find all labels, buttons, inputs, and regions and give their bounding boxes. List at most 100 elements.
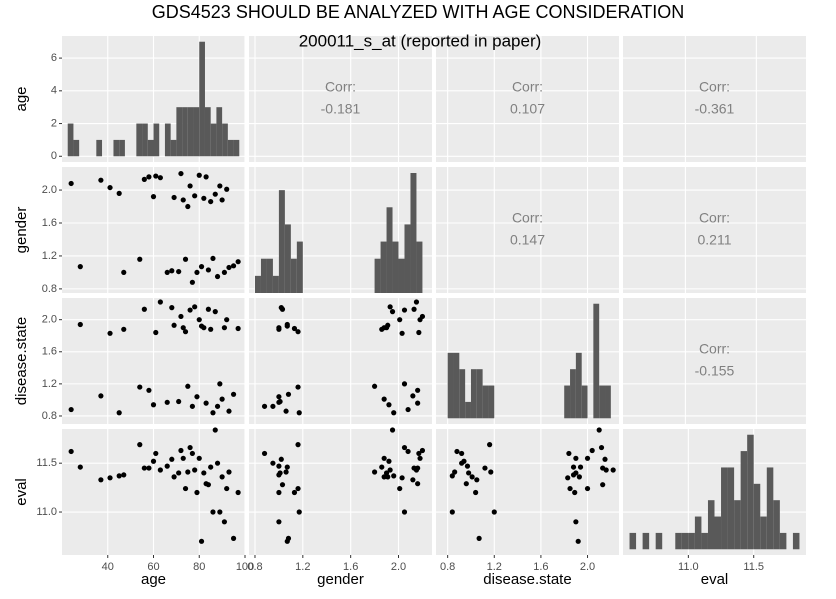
scatter-point (176, 268, 182, 275)
scatter-point (210, 509, 216, 515)
scatter-point (410, 393, 416, 399)
scatter-point (203, 174, 209, 180)
corr-label: Corr: (512, 210, 543, 226)
histogram-bar (296, 241, 303, 293)
scatter-point (224, 485, 230, 492)
panels: Corr: -0.181 Corr: 0.107 Corr: -0.361 Corr: 0.1… (13, 36, 806, 588)
x-tick-label: 11.5 (743, 561, 764, 573)
histogram-bar (681, 532, 689, 550)
scatter-point (194, 269, 200, 276)
scatter-point (107, 184, 113, 191)
scatter-point (276, 394, 282, 400)
scatter-point (283, 469, 289, 475)
x-tick-label: 1.6 (343, 561, 358, 573)
scatter-point (205, 306, 211, 312)
scatter-point (603, 467, 609, 473)
scatter-point (397, 485, 403, 492)
corr-label: Corr: (699, 341, 730, 357)
scatter-point (116, 190, 122, 196)
scatter-point (469, 474, 475, 480)
panel-background (623, 298, 806, 424)
histogram-bar (675, 532, 682, 550)
scatter-point (276, 489, 282, 496)
scatter-point (98, 393, 104, 399)
histogram-bar (642, 532, 650, 550)
histogram-bar (272, 275, 279, 293)
scatter-point (452, 469, 458, 475)
panel: Corr: -0.181 (249, 36, 432, 162)
scatter-point (379, 326, 385, 332)
y-tick-label: 1.2 (42, 250, 57, 262)
y-tick-label: 1.2 (42, 378, 57, 390)
scatter-point (185, 203, 191, 210)
scatter-point (189, 450, 195, 457)
scatter-point (576, 474, 582, 480)
scatter-point (137, 256, 143, 262)
x-tick-label: 1.2 (295, 561, 310, 573)
histogram-bar (482, 385, 489, 419)
scatter-point (371, 469, 378, 475)
scatter-point (276, 519, 282, 525)
histogram-bar (136, 123, 143, 157)
scatter-point (385, 474, 391, 480)
scatter-point (153, 173, 159, 179)
scatter-point (169, 268, 175, 274)
scatter-point (210, 410, 216, 416)
panel-background (249, 36, 432, 162)
histogram-bar (176, 107, 183, 157)
scatter-point (219, 396, 225, 402)
scatter-point (185, 469, 191, 475)
scatter-point (212, 427, 218, 433)
histogram-bar (465, 401, 471, 419)
scatter-point (141, 465, 147, 471)
scatter-point (164, 463, 170, 469)
scatter-point (474, 477, 480, 483)
corr-label: Corr: (325, 79, 356, 95)
scatter-point (224, 186, 230, 192)
scatter-point (169, 456, 175, 462)
scatter-point (417, 455, 423, 461)
scatter-point (187, 183, 193, 189)
panel (249, 167, 432, 293)
scatter-point (221, 269, 228, 276)
scatter-point (454, 448, 460, 455)
x-tick-label: 60 (147, 561, 159, 573)
scatter-point (208, 326, 214, 332)
scatter-point (196, 455, 202, 461)
scatter-point (194, 489, 200, 496)
scatter-point (182, 329, 189, 335)
y-tick-label: 0.8 (42, 410, 57, 422)
x-tick-label: 1.2 (487, 561, 502, 573)
scatter-point (192, 193, 198, 199)
scatter-point (77, 264, 83, 270)
scatter-point (276, 325, 282, 331)
histogram-bar (581, 385, 588, 419)
scatter-point (482, 465, 488, 471)
histogram-bar (182, 107, 188, 157)
scatter-point (386, 458, 392, 464)
scatter-point (219, 197, 225, 203)
scatter-point (279, 482, 286, 488)
scatter-point (150, 458, 157, 464)
histogram-bar (766, 467, 774, 550)
x-axis-title: eval (701, 571, 729, 588)
histogram-bar (773, 500, 780, 550)
histogram-bar (193, 107, 200, 157)
histogram-bar (707, 500, 715, 550)
corr-value: -0.155 (695, 363, 735, 379)
scatter-point (589, 447, 595, 454)
scatter-point (410, 477, 416, 483)
scatter-point (217, 183, 223, 189)
panel: Corr: -0.155 (623, 298, 806, 424)
scatter-point (212, 309, 218, 315)
corr-value: 0.211 (698, 232, 732, 248)
corr-value: 0.147 (510, 232, 545, 248)
scatter-point (279, 306, 286, 312)
histogram-bar (476, 369, 483, 419)
histogram-bar (227, 139, 234, 157)
histogram-bar (575, 352, 582, 419)
y-axis-title: eval (13, 478, 30, 506)
scatter-point (198, 538, 205, 544)
scatter-point (401, 509, 408, 515)
histogram-bar (688, 532, 695, 550)
